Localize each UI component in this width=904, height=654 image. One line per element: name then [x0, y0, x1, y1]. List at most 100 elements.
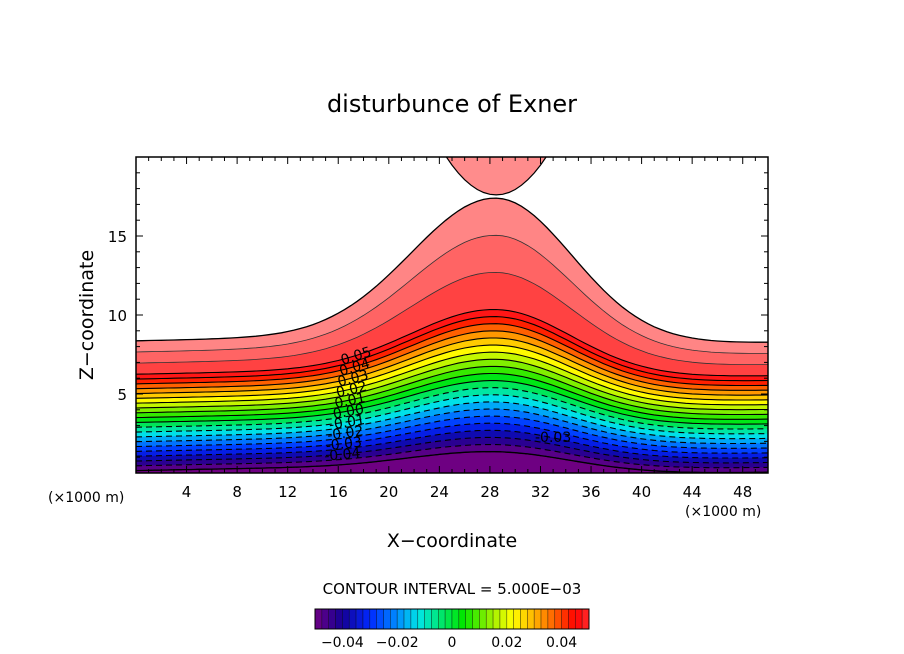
contour-line: [136, 451, 768, 473]
colorbar-cell: [369, 608, 377, 630]
x-tick-label: 40: [632, 483, 651, 501]
contour-line: [136, 330, 768, 391]
colorbar-cell: [417, 608, 425, 630]
contour-line: [136, 358, 768, 411]
contour-line: [136, 394, 768, 435]
contour-line: [136, 443, 768, 469]
x-tick-label: 8: [232, 483, 242, 501]
colorbar-cell: [568, 608, 576, 630]
contour-line: [136, 372, 768, 420]
colorbar-cell: [479, 608, 487, 630]
contour-label: -0.01: [328, 412, 366, 433]
contour-line: [136, 436, 768, 464]
y-tick-label: 15: [108, 228, 127, 246]
colorbar-cell: [458, 608, 467, 630]
contour-label: 0.01: [333, 390, 367, 412]
contour-line: [136, 323, 768, 387]
y-tick-label: 10: [108, 307, 127, 325]
x-tick-label: 12: [278, 483, 297, 501]
y-tick-label: 5: [117, 386, 127, 404]
x-tick-label: 28: [480, 483, 499, 501]
contour-line: [136, 351, 768, 406]
contour-line: [136, 271, 768, 365]
y-tick-labels: 5 10 15: [108, 228, 127, 404]
contour-label: -0.03: [325, 434, 363, 454]
colorbar-cell: [424, 608, 432, 630]
contour-label: 0.02: [335, 379, 369, 402]
contour-bands: [136, 157, 768, 473]
colorbar-cell: [581, 608, 590, 630]
colorbar-cell: [348, 608, 357, 630]
colorbar-cell: [383, 608, 391, 630]
contour-line: [136, 422, 768, 454]
x-tick-label: 24: [430, 483, 449, 501]
colorbar-cell: [492, 608, 501, 630]
colorbar-tick-label: 0.02: [491, 635, 522, 651]
contour-line: [136, 308, 768, 377]
contour-line: [136, 429, 768, 459]
contour-label: 0.03: [336, 367, 370, 390]
colorbar-cell: [437, 608, 446, 630]
colorbar-cell: [485, 608, 494, 630]
colorbar-cell: [533, 608, 542, 630]
contour-line: [136, 415, 768, 449]
contour-line: [136, 234, 768, 354]
colorbar-tick-label: 0: [448, 635, 457, 651]
chart-title: disturbunce of Exner: [327, 90, 577, 118]
x-tick-label: 20: [379, 483, 398, 501]
colorbar-cells: [314, 608, 590, 630]
colorbar-cell: [321, 608, 330, 630]
x-tick-labels: 4 8 12 16 20 24 28 32 36 40 44 48: [182, 483, 752, 501]
x-unit-left: (×1000 m): [48, 490, 124, 506]
x-tick-label: 4: [182, 483, 192, 501]
colorbar-cell: [513, 608, 521, 630]
colorbar-cell: [465, 608, 473, 630]
colorbar-tick-label: −0.04: [321, 635, 364, 651]
contour-line: [136, 337, 768, 396]
y-axis-label: Z−coordinate: [76, 250, 98, 380]
colorbar-cell: [403, 608, 412, 630]
colorbar-tick-labels: −0.04 −0.02 0 0.02 0.04: [321, 635, 577, 651]
colorbar-cell: [451, 608, 460, 630]
x-unit-right: (×1000 m): [685, 504, 761, 520]
contour-interval-label: CONTOUR INTERVAL = 5.000E−03: [323, 580, 582, 598]
contour-line: [136, 401, 768, 440]
colorbar-cell: [390, 608, 398, 630]
x-tick-label: 16: [329, 483, 348, 501]
colorbar-cell: [314, 608, 323, 630]
colorbar-cell: [547, 608, 556, 630]
x-tick-label: 32: [531, 483, 550, 501]
colorbar-cell: [540, 608, 549, 630]
colorbar-cell: [328, 608, 336, 630]
colorbar-cell: [431, 608, 439, 630]
contour-line: [136, 408, 768, 445]
colorbar-cell: [499, 608, 508, 630]
colorbar-cell: [362, 608, 371, 630]
colorbar-cell: [506, 608, 514, 630]
top-patch-fill: [446, 157, 547, 195]
contour-lines: [136, 197, 768, 473]
colorbar-cell: [561, 608, 569, 630]
colorbar-cell: [554, 608, 562, 630]
colorbar-cell: [527, 608, 535, 630]
contour-line: [136, 387, 768, 430]
x-tick-label: 44: [683, 483, 702, 501]
contour-labels: 0.050.040.030.020.010.00-0.01-0.02-0.03-…: [324, 344, 572, 465]
contour-line: [136, 316, 768, 382]
colorbar-cell: [444, 608, 453, 630]
top-contour-patch: [445, 157, 547, 196]
colorbar-cell: [376, 608, 384, 630]
contour-label: -0.03: [535, 430, 571, 446]
colorbar-cell: [472, 608, 480, 630]
contour-label: 0.00: [332, 401, 366, 422]
colorbar-cell: [342, 608, 350, 630]
colorbar-cell: [396, 608, 405, 630]
colorbar-tick-label: 0.04: [546, 635, 577, 651]
contour-line: [136, 380, 768, 425]
colorbar-frame: [314, 608, 590, 630]
colorbar-cell: [335, 608, 343, 630]
colorbar-cell: [355, 608, 364, 630]
x-tick-label: 48: [733, 483, 752, 501]
contour-line: [136, 365, 768, 416]
